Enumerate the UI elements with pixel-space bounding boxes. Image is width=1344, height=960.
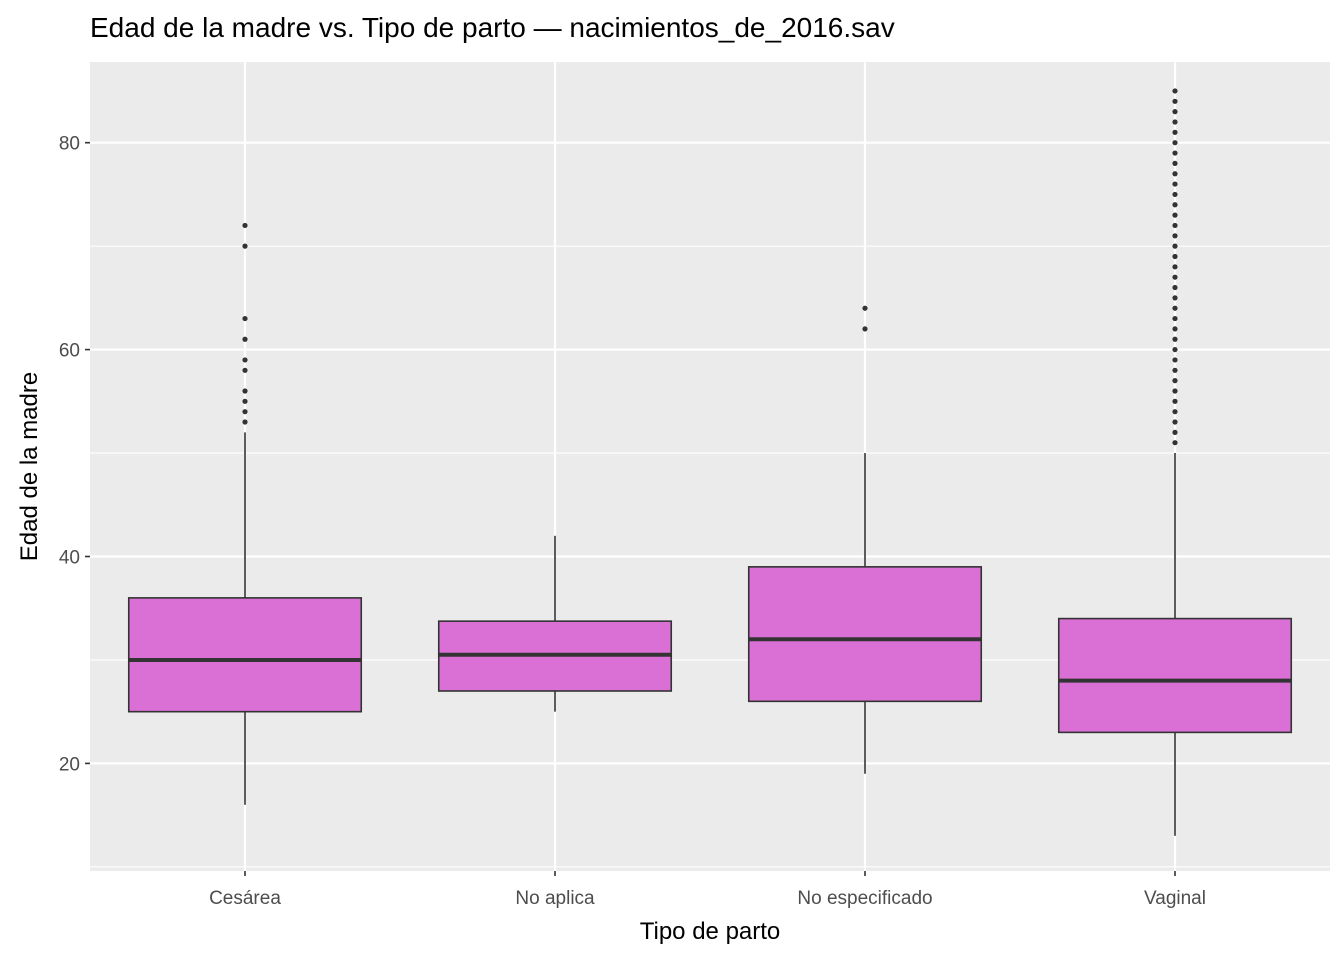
outlier-point: [1172, 419, 1178, 425]
box: [747, 566, 983, 703]
outlier-point: [1172, 181, 1178, 187]
box-group: [1057, 88, 1293, 836]
x-axis: Cesárea No aplica No especificado Vaginal: [209, 871, 1206, 909]
outlier-point: [1172, 191, 1178, 198]
outlier-point: [1172, 357, 1178, 363]
y-tick-label: 20: [59, 754, 80, 775]
outlier-point: [1172, 88, 1178, 94]
outlier-point: [242, 419, 248, 425]
outlier-point: [1172, 171, 1178, 177]
box-group: [747, 305, 983, 774]
outlier-point: [1172, 222, 1178, 229]
outlier-point: [1172, 129, 1178, 135]
outlier-point: [1172, 378, 1178, 384]
boxes: [127, 88, 1293, 836]
x-tick-label: No especificado: [797, 888, 932, 909]
outlier-point: [242, 398, 248, 404]
outlier-point: [1172, 326, 1178, 332]
outlier-point: [1172, 346, 1178, 353]
outlier-point: [1172, 284, 1178, 291]
outlier-point: [1172, 233, 1178, 239]
x-tick-label: Vaginal: [1144, 888, 1206, 909]
outlier-point: [242, 357, 248, 363]
outlier-point: [1172, 295, 1178, 301]
outlier-point: [1172, 388, 1178, 394]
outlier-point: [1172, 315, 1178, 322]
y-tick-label: 60: [59, 341, 80, 362]
outlier-point: [1172, 140, 1178, 146]
x-tick-label: No aplica: [515, 888, 595, 909]
outlier-point: [1172, 367, 1178, 373]
outlier-point: [1172, 160, 1178, 166]
y-tick-label: 40: [59, 548, 80, 569]
outlier-point: [1172, 264, 1178, 270]
outlier-point: [242, 222, 248, 229]
outlier-point: [1172, 398, 1178, 404]
outlier-point: [1172, 98, 1178, 104]
outlier-point: [242, 388, 248, 394]
outlier-point: [1172, 274, 1178, 280]
outlier-point: [1172, 212, 1178, 218]
outlier-point: [1172, 440, 1178, 446]
outlier-point: [1172, 253, 1178, 260]
box: [127, 597, 363, 713]
outlier-point: [862, 305, 868, 311]
outlier-point: [242, 367, 248, 373]
outlier-point: [1172, 243, 1178, 249]
y-tick-label: 80: [59, 134, 80, 155]
x-tick-label: Cesárea: [209, 888, 281, 909]
y-axis-title: Edad de la madre: [16, 372, 43, 561]
outlier-point: [242, 315, 248, 322]
outlier-point: [242, 336, 248, 342]
chart-title: Edad de la madre vs. Tipo de parto — nac…: [90, 12, 895, 43]
box-group: [437, 535, 673, 712]
x-axis-title: Tipo de parto: [640, 918, 781, 945]
y-axis: 20 40 60 80: [59, 134, 90, 775]
box-group: [127, 222, 363, 805]
outlier-point: [862, 326, 868, 332]
outlier-point: [1172, 202, 1178, 208]
outlier-point: [1172, 409, 1178, 415]
outlier-point: [242, 243, 248, 249]
box: [1057, 617, 1293, 734]
plot-panel: [90, 62, 1330, 871]
outlier-point: [1172, 109, 1178, 115]
outlier-point: [1172, 150, 1178, 156]
outlier-point: [1172, 305, 1178, 311]
outlier-point: [1172, 429, 1178, 435]
outlier-point: [242, 409, 248, 415]
outlier-point: [1172, 119, 1178, 125]
outlier-point: [1172, 336, 1178, 342]
